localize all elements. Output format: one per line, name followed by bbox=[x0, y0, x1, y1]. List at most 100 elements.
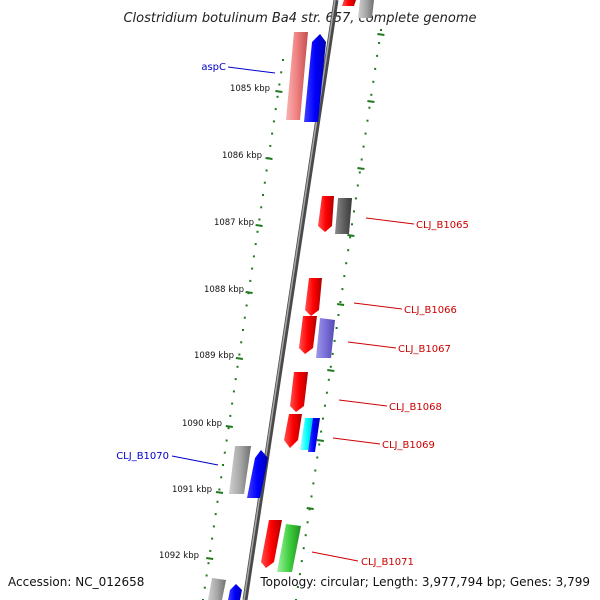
right-tick-ring bbox=[295, 29, 385, 600]
major-tick bbox=[265, 157, 273, 160]
gene-label-aspC[interactable]: aspC bbox=[201, 62, 226, 73]
tick-dot bbox=[263, 181, 266, 184]
gene-label-CLJ_B1069[interactable]: CLJ_B1069 bbox=[382, 440, 435, 451]
gene-bottom-blue[interactable] bbox=[228, 584, 242, 600]
tick-dot bbox=[231, 402, 234, 405]
tick-dot bbox=[310, 495, 313, 498]
tick-dot bbox=[370, 93, 373, 96]
tick-dot bbox=[300, 560, 303, 563]
scale-label-1088: 1088 kbp bbox=[204, 285, 244, 295]
tick-dot bbox=[331, 352, 334, 355]
gene-label-CLJ_B1071[interactable]: CLJ_B1071 bbox=[361, 557, 414, 568]
tick-dot bbox=[271, 132, 274, 135]
tick-dot bbox=[337, 314, 340, 316]
leader-CLJ_B1065 bbox=[365, 217, 415, 225]
tick-dot bbox=[269, 144, 272, 147]
tick-dot bbox=[298, 573, 301, 576]
leader-CLJ_B1070 bbox=[171, 455, 219, 466]
gene-CLJ_B1070[interactable] bbox=[247, 450, 268, 498]
tick-dot bbox=[312, 482, 315, 485]
gene-CLJ_B1067[interactable] bbox=[316, 318, 335, 358]
gene-CLJ_B1069-cyan[interactable] bbox=[300, 418, 314, 450]
scale-label-1089: 1089 kbp bbox=[194, 351, 234, 361]
tick-dot bbox=[205, 574, 208, 577]
gene-bottom-gray[interactable] bbox=[208, 578, 226, 600]
tick-dot bbox=[320, 430, 323, 433]
major-tick bbox=[245, 291, 253, 294]
gene-CLJ_B1065[interactable] bbox=[318, 196, 334, 232]
tick-dot bbox=[265, 169, 268, 172]
leader-CLJ_B1067 bbox=[347, 341, 397, 349]
tick-dot bbox=[322, 417, 324, 420]
leader-aspC bbox=[227, 66, 276, 74]
tick-dot bbox=[360, 158, 363, 161]
major-tick bbox=[225, 425, 233, 428]
tick-dot bbox=[243, 316, 246, 319]
tick-dot bbox=[280, 71, 283, 74]
tick-dot bbox=[341, 288, 344, 291]
tick-dot bbox=[356, 184, 359, 187]
tick-dot bbox=[347, 249, 350, 252]
tick-dot bbox=[380, 29, 382, 31]
scale-label-1090: 1090 kbp bbox=[182, 419, 222, 429]
tick-dot bbox=[260, 206, 263, 209]
tick-dot bbox=[245, 304, 248, 307]
tick-dot bbox=[345, 262, 348, 265]
gene-features bbox=[208, 0, 374, 600]
gene-top-gray[interactable] bbox=[358, 0, 374, 18]
gene-CLJ_B1069-red[interactable] bbox=[284, 414, 302, 448]
major-tick bbox=[316, 439, 325, 442]
gene-label-CLJ_B1070[interactable]: CLJ_B1070 bbox=[116, 451, 169, 462]
major-tick bbox=[306, 507, 314, 510]
tick-dot bbox=[236, 365, 239, 368]
gene-label-CLJ_B1068[interactable]: CLJ_B1068 bbox=[389, 402, 442, 413]
tick-dot bbox=[262, 194, 264, 196]
gene-CLJ_B1068[interactable] bbox=[290, 372, 308, 412]
scale-label-1091: 1091 kbp bbox=[172, 485, 212, 495]
tick-dot bbox=[282, 59, 284, 61]
major-tick bbox=[206, 557, 214, 560]
gene-top-red[interactable] bbox=[342, 0, 356, 6]
scale-label-1087: 1087 kbp bbox=[214, 218, 254, 228]
tick-dot bbox=[325, 391, 328, 394]
tick-dot bbox=[227, 427, 230, 430]
major-tick bbox=[377, 33, 385, 36]
gene-label-CLJ_B1067[interactable]: CLJ_B1067 bbox=[398, 344, 451, 355]
tick-dot bbox=[249, 279, 252, 282]
tick-dot bbox=[234, 378, 237, 381]
tick-dot bbox=[216, 500, 219, 503]
major-tick bbox=[347, 234, 355, 237]
tick-dot bbox=[209, 549, 212, 552]
gene-label-CLJ_B1066[interactable]: CLJ_B1066 bbox=[404, 305, 457, 316]
leader-CLJ_B1066 bbox=[353, 302, 403, 310]
gene-CLJ_B1067-red[interactable] bbox=[299, 316, 317, 354]
gene-CLJ_B1071-green[interactable] bbox=[277, 524, 301, 572]
gene-CLJ_B1066[interactable] bbox=[305, 278, 322, 316]
tick-dot bbox=[349, 236, 352, 239]
gene-CLJ_B1070-gray[interactable] bbox=[229, 446, 251, 494]
major-tick bbox=[275, 90, 283, 93]
gene-aspC-pink[interactable] bbox=[286, 32, 308, 120]
scale-label-1086: 1086 kbp bbox=[222, 151, 262, 161]
gene-label-CLJ_B1065[interactable]: CLJ_B1065 bbox=[416, 220, 469, 231]
major-tick bbox=[235, 357, 244, 360]
tick-dot bbox=[296, 586, 299, 588]
tick-dot bbox=[252, 255, 255, 258]
tick-dot bbox=[223, 451, 226, 454]
major-tick bbox=[327, 369, 335, 372]
tick-dot bbox=[358, 171, 361, 174]
tick-dot bbox=[351, 223, 353, 226]
tick-dot bbox=[327, 378, 330, 381]
tick-dot bbox=[203, 586, 206, 589]
tick-dot bbox=[366, 119, 369, 122]
gene-aspC[interactable] bbox=[304, 34, 326, 122]
scale-labels: 1085 kbp 1086 kbp 1087 kbp 1088 kbp 1089… bbox=[159, 84, 270, 561]
gene-CLJ_B1071-red[interactable] bbox=[261, 520, 282, 568]
tick-dot bbox=[362, 145, 365, 148]
gene-CLJ_B1069[interactable] bbox=[308, 418, 320, 452]
tick-dot bbox=[214, 513, 217, 516]
gene-CLJ_B1065-gray[interactable] bbox=[335, 198, 352, 234]
leader-CLJ_B1068 bbox=[338, 399, 388, 407]
gene-labels: aspC CLJ_B1065 CLJ_B1066 CLJ_B1067 CLJ_B… bbox=[116, 62, 469, 568]
